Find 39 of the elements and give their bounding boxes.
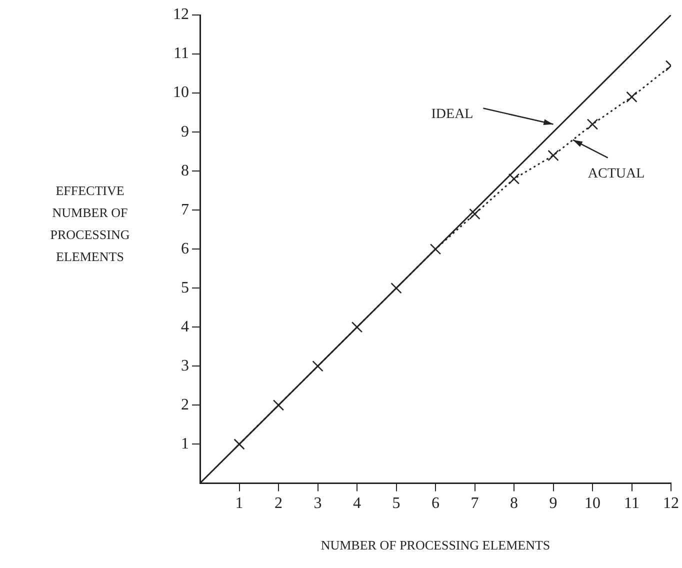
- x-tick-label: 6: [432, 495, 440, 512]
- point: [430, 244, 442, 255]
- y-tick-label: 9: [181, 123, 189, 140]
- point: [469, 208, 480, 220]
- point: [312, 360, 324, 372]
- y-tick-label: 1: [181, 435, 189, 452]
- x-tick-label: 10: [584, 495, 600, 512]
- x-tick-label: 1: [235, 495, 244, 512]
- x-tick-label: 7: [470, 495, 479, 512]
- y-tick-label: 8: [181, 162, 189, 180]
- point: [508, 173, 520, 184]
- x-tick-label: 9: [549, 495, 558, 512]
- x-tick-label: 8: [510, 495, 518, 512]
- point: [548, 150, 559, 162]
- x-tick-label: 3: [314, 495, 322, 512]
- point: [351, 322, 363, 333]
- y-tick-label: 5: [181, 279, 189, 296]
- x-tick-label: 5: [392, 495, 400, 512]
- point: [234, 438, 245, 450]
- x-tick-label: 11: [624, 495, 640, 512]
- x-tick-label: 12: [663, 495, 679, 512]
- y-tick-label: 12: [173, 6, 189, 24]
- point: [272, 400, 284, 411]
- x-tick-label: 2: [274, 495, 282, 512]
- annotation: ACTUAL: [588, 166, 645, 182]
- y-tick-label: 6: [181, 240, 189, 258]
- y-tick-label: 10: [173, 84, 189, 102]
- x-tick-label: 4: [353, 495, 361, 512]
- y-tick-label: 11: [174, 45, 189, 62]
- y-tick-label: 3: [181, 357, 189, 374]
- annotation: IDEAL: [431, 106, 474, 122]
- point: [586, 118, 598, 130]
- y-tick-label: 7: [181, 201, 189, 218]
- y-axis-title: EFFECTIVE NUMBER OF PROCESSING ELEMENTS: [50, 182, 130, 266]
- x-axis-title: NUMBER OF PROCESSING ELEMENTS: [320, 538, 550, 553]
- y-tick-label: 4: [181, 318, 189, 336]
- y-tick-label: 2: [181, 396, 189, 414]
- point: [390, 282, 402, 294]
- point: [626, 91, 638, 103]
